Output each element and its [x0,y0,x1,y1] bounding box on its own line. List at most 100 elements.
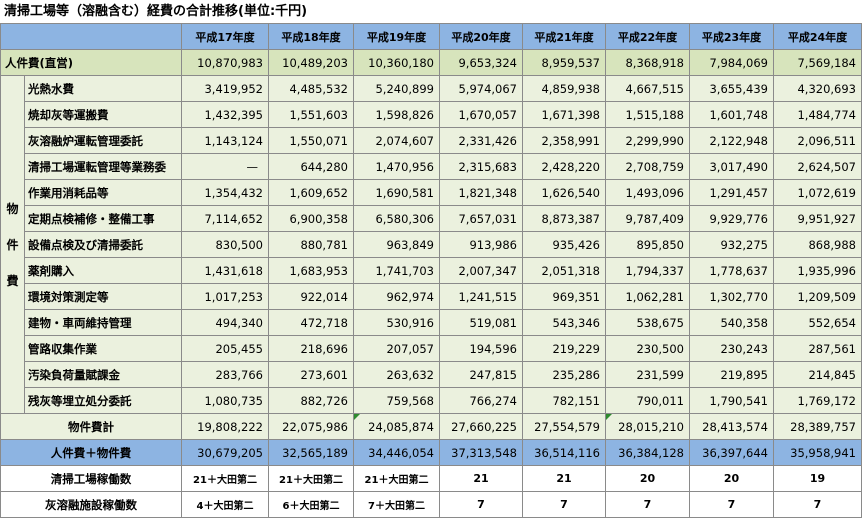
row-label: 汚染負荷量賦課金 [24,361,182,388]
year-header: 平成20年度 [439,23,523,50]
value-cell: 1,072,619 [773,179,862,206]
header-corner [0,23,182,50]
count-cell: 20 [689,465,774,492]
value-cell: 10,360,180 [353,49,440,76]
value-cell: 782,151 [522,387,606,414]
count-cell: 4＋大田第二 [181,491,269,518]
value-cell: 27,660,225 [439,413,523,440]
value-cell: 283,766 [181,361,269,388]
value-cell: 1,080,735 [181,387,269,414]
value-cell: 28,015,210 [605,413,690,440]
value-cell: 1,794,337 [605,257,690,284]
plant-count-row: 清掃工場稼働数 21＋大田第二 21＋大田第二 21＋大田第二 21 21 20 20 19 [0,465,862,492]
row-label: 光熱水費 [24,75,182,102]
page-title: 清掃工場等（溶融含む）経費の合計推移(単位:千円) [4,4,308,19]
value-cell: 2,315,683 [439,153,523,180]
value-cell: 1,778,637 [689,257,774,284]
expense-item-row: 灰溶融炉運転管理委託 1,143,124 1,550,071 2,074,607 2,3… [1,127,862,154]
value-cell: 3,419,952 [181,75,269,102]
value-cell: 1,062,281 [605,283,690,310]
count-cell: 6＋大田第二 [268,491,354,518]
value-cell: 27,554,579 [522,413,606,440]
year-header: 平成18年度 [268,23,354,50]
value-cell: 1,601,748 [689,101,774,128]
value-cell: 1,670,057 [439,101,523,128]
value-cell: 8,959,537 [522,49,606,76]
value-cell: 5,974,067 [439,75,523,102]
value-cell: 9,929,776 [689,205,774,232]
value-cell: 35,958,941 [773,439,862,466]
value-cell: 766,274 [439,387,523,414]
value-cell: 24,085,874 [353,413,440,440]
expense-item-row: 定期点検補修・整備工事 7,114,652 6,900,358 6,580,306 7,… [1,205,862,232]
header-row: 平成17年度 平成18年度 平成19年度 平成20年度 平成21年度 平成22年度 平成23… [0,23,862,50]
count-cell: 21＋大田第二 [268,465,354,492]
value-cell: 2,096,511 [773,127,862,154]
value-cell: 36,514,116 [522,439,606,466]
value-cell: 1,493,096 [605,179,690,206]
value-cell: 8,368,918 [605,49,690,76]
count-cell: 7 [773,491,862,518]
count-cell: 7 [439,491,523,518]
value-cell: 207,057 [353,335,440,362]
value-cell: 230,500 [605,335,690,362]
value-cell: — [181,153,269,180]
value-cell: 3,017,490 [689,153,774,180]
year-header: 平成21年度 [522,23,606,50]
value-cell: 2,122,948 [689,127,774,154]
value-cell: 1,470,956 [353,153,440,180]
value-cell: 10,870,983 [181,49,269,76]
value-cell: 7,657,031 [439,205,523,232]
value-cell: 219,229 [522,335,606,362]
row-label: 灰溶融炉運転管理委託 [24,127,182,154]
count-cell: 20 [605,465,690,492]
value-cell: 1,354,432 [181,179,269,206]
value-cell: 830,500 [181,231,269,258]
value-cell: 1,790,541 [689,387,774,414]
subtotal-row: 物件費計 19,808,222 22,075,986 24,085,874 27,660… [0,413,862,440]
expense-item-row: 管路収集作業 205,455 218,696 207,057 194,596 219,22… [1,335,862,362]
value-cell: 2,074,607 [353,127,440,154]
row-label: 設備点検及び清掃委託 [24,231,182,258]
value-cell: 7,114,652 [181,205,269,232]
value-cell: 1,598,826 [353,101,440,128]
value-cell: 759,568 [353,387,440,414]
expense-table: 平成17年度 平成18年度 平成19年度 平成20年度 平成21年度 平成22年度 平成23… [0,23,862,518]
value-cell: 1,626,540 [522,179,606,206]
group-label-char: 件 [6,237,19,252]
value-cell: 36,384,128 [605,439,690,466]
value-cell: 1,515,188 [605,101,690,128]
row-label: 人件費(直営) [0,49,182,76]
value-cell: 2,051,318 [522,257,606,284]
value-cell: 10,489,203 [268,49,354,76]
value-cell: 552,654 [773,309,862,336]
personnel-row: 人件費(直営) 10,870,983 10,489,203 10,360,180 9,… [0,49,862,76]
value-cell: 644,280 [268,153,354,180]
value-cell: 1,671,398 [522,101,606,128]
value-cell: 9,787,409 [605,205,690,232]
expense-item-row: 設備点検及び清掃委託 830,500 880,781 963,849 913,986 93… [1,231,862,258]
value-cell: 3,655,439 [689,75,774,102]
value-cell: 880,781 [268,231,354,258]
count-cell: 21＋大田第二 [181,465,269,492]
value-cell: 2,428,220 [522,153,606,180]
year-header: 平成23年度 [689,23,774,50]
group-label-char: 費 [6,273,19,288]
value-cell: 28,389,757 [773,413,862,440]
value-cell: 1,769,172 [773,387,862,414]
expense-item-row: 環境対策測定等 1,017,253 922,014 962,974 1,241,515 9… [1,283,862,310]
value-cell: 4,859,938 [522,75,606,102]
count-cell: 21 [522,465,606,492]
value-cell: 34,446,054 [353,439,440,466]
expense-item-row: 建物・車両維持管理 494,340 472,718 530,916 519,081 543… [1,309,862,336]
value-cell: 219,895 [689,361,774,388]
value-cell: 472,718 [268,309,354,336]
value-cell: 519,081 [439,309,523,336]
value-cell: 7,984,069 [689,49,774,76]
expense-item-row: 残灰等埋立処分委託 1,080,735 882,726 759,568 766,274 7… [1,387,862,414]
expense-item-row: 作業用消耗品等 1,354,432 1,609,652 1,690,581 1,821,… [1,179,862,206]
value-cell: 1,683,953 [268,257,354,284]
value-cell: 922,014 [268,283,354,310]
value-cell: 231,599 [605,361,690,388]
value-cell: 1,432,395 [181,101,269,128]
